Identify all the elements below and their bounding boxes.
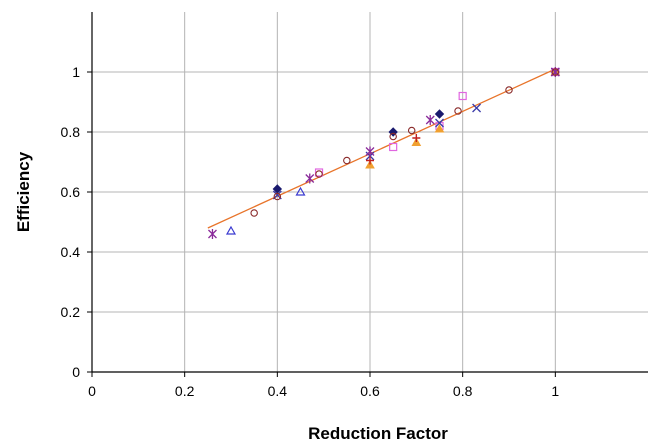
y-tick-label: 0.2 [61, 304, 81, 320]
x-tick-label: 0.2 [175, 383, 195, 399]
x-tick-label: 0.6 [360, 383, 380, 399]
data-point [551, 68, 560, 76]
x-axis-title: Reduction Factor [308, 424, 448, 443]
x-tick-label: 0.4 [268, 383, 288, 399]
x-tick-label: 0.8 [453, 383, 473, 399]
data-point [225, 225, 237, 235]
y-tick-label: 0 [72, 364, 80, 380]
data-point [389, 142, 398, 152]
data-point [412, 134, 421, 142]
data-point [314, 168, 324, 177]
data-point [273, 192, 282, 201]
data-point [434, 109, 445, 119]
data-point [305, 173, 315, 184]
data-point [389, 132, 397, 141]
data-point [458, 91, 467, 101]
trendline-group [207, 68, 556, 229]
data-point [505, 86, 513, 94]
data-points [208, 66, 561, 239]
trendline [207, 68, 556, 229]
y-tick-label: 1 [72, 64, 80, 80]
data-point [366, 156, 374, 165]
x-tick-label: 0 [88, 383, 96, 399]
y-tick-label: 0.8 [61, 124, 81, 140]
data-point [434, 123, 445, 133]
x-tick-label: 1 [551, 383, 559, 399]
data-point [343, 156, 351, 165]
data-point [250, 209, 258, 217]
data-point [208, 229, 217, 239]
data-point [295, 186, 306, 196]
data-point [454, 107, 462, 115]
data-point [315, 170, 323, 178]
data-point [407, 126, 416, 135]
tick-labels: 0 0.2 0.4 0.6 0.8 1 0 0.2 0.4 0.6 0.8 1 [61, 64, 560, 399]
grid-lines [92, 12, 648, 372]
data-point [425, 115, 435, 125]
y-tick-label: 0.6 [61, 184, 81, 200]
data-point [365, 146, 375, 157]
axes [87, 12, 648, 377]
data-point [435, 118, 444, 128]
data-point [472, 103, 482, 113]
y-axis-title: Efficiency [14, 151, 33, 232]
y-tick-label: 0.4 [61, 244, 81, 260]
